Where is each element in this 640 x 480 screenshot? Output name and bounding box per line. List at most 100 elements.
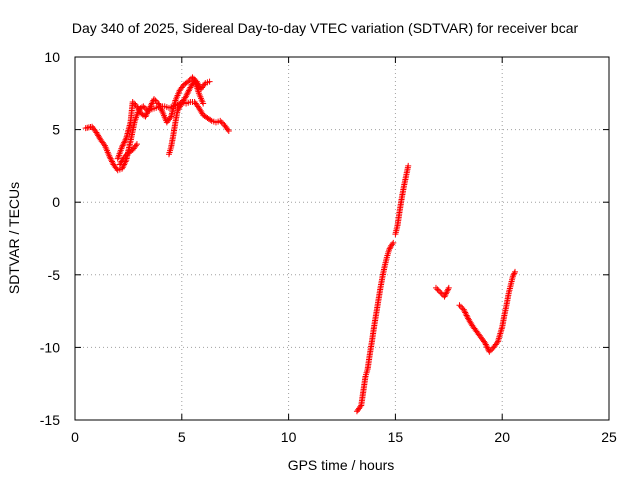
data-point-interp bbox=[487, 347, 494, 354]
y-tick-label: -10 bbox=[40, 339, 60, 355]
data-point-interp bbox=[357, 403, 364, 410]
data-point-interp bbox=[157, 104, 164, 111]
y-tick-label: -15 bbox=[40, 412, 60, 428]
data-point bbox=[390, 239, 397, 246]
data-point-interp bbox=[122, 136, 129, 143]
data-point-interp bbox=[109, 158, 116, 165]
x-tick-label: 20 bbox=[494, 429, 510, 445]
data-point bbox=[118, 165, 125, 172]
y-tick-label: 0 bbox=[52, 194, 60, 210]
data-point-interp bbox=[386, 245, 393, 252]
data-point bbox=[155, 100, 162, 107]
data-point-interp bbox=[445, 286, 452, 293]
data-point bbox=[445, 284, 452, 291]
data-point-interp bbox=[183, 91, 190, 98]
data-point-interp bbox=[484, 344, 491, 351]
x-tick-labels: 0 5 10 15 20 25 bbox=[71, 429, 617, 445]
axis-ticks bbox=[74, 56, 610, 421]
data-point-interp bbox=[511, 270, 518, 277]
data-point-interp bbox=[121, 139, 128, 146]
y-tick-label: -5 bbox=[48, 267, 61, 283]
data-point-interp bbox=[119, 164, 126, 171]
data-point-interp bbox=[119, 142, 126, 149]
data-point bbox=[140, 103, 147, 110]
data-point-interp bbox=[131, 100, 138, 107]
data-point-interp bbox=[158, 106, 165, 113]
data-point bbox=[217, 117, 224, 124]
data-point-interp bbox=[462, 309, 469, 316]
data-point bbox=[106, 152, 113, 159]
data-point bbox=[206, 78, 213, 85]
data-point-interp bbox=[493, 340, 500, 347]
data-point-interp bbox=[113, 165, 120, 172]
data-point-interp bbox=[444, 287, 451, 294]
data-point-interp bbox=[461, 308, 468, 315]
data-point bbox=[142, 113, 149, 120]
data-point-interp bbox=[143, 112, 150, 119]
data-point-interp bbox=[158, 107, 165, 114]
data-point-interp bbox=[148, 101, 155, 108]
data-point-interp bbox=[152, 97, 159, 104]
data-point-interp bbox=[120, 162, 127, 169]
data-point-interp bbox=[185, 88, 192, 95]
grid-lines bbox=[75, 57, 609, 420]
data-point-interp bbox=[107, 155, 114, 162]
data-point-interp bbox=[510, 271, 517, 278]
y-axis-label: SDTVAR / TECUs bbox=[6, 182, 22, 294]
x-tick-label: 25 bbox=[601, 429, 617, 445]
data-point-interp bbox=[462, 311, 469, 318]
data-point-interp bbox=[207, 116, 214, 123]
data-point-interp bbox=[148, 100, 155, 107]
data-point bbox=[460, 306, 467, 313]
data-point bbox=[200, 100, 207, 107]
data-point bbox=[151, 96, 158, 103]
data-point-interp bbox=[143, 110, 150, 117]
data-point bbox=[185, 78, 192, 85]
y-tick-labels: 10 5 0 -5 -10 -15 bbox=[40, 49, 60, 428]
data-point bbox=[405, 162, 412, 169]
data-point-interp bbox=[185, 87, 192, 94]
data-point-interp bbox=[224, 126, 231, 133]
data-point-interp bbox=[146, 106, 153, 113]
data-point-interp bbox=[482, 341, 489, 348]
data-point-interp bbox=[463, 312, 470, 319]
data-point-interp bbox=[442, 290, 449, 297]
data-point-interp bbox=[132, 142, 139, 149]
data-point bbox=[512, 268, 519, 275]
data-point bbox=[129, 99, 136, 106]
data-point bbox=[121, 154, 128, 161]
y-tick-label: 5 bbox=[52, 122, 60, 138]
data-point bbox=[509, 273, 516, 280]
data-point-interp bbox=[218, 119, 225, 126]
data-point-interp bbox=[144, 109, 151, 116]
data-point-interp bbox=[457, 303, 464, 310]
data-point-interp bbox=[201, 81, 208, 88]
x-tick-label: 10 bbox=[281, 429, 297, 445]
data-point-interp bbox=[100, 141, 107, 148]
data-point-interp bbox=[147, 103, 154, 110]
data-point bbox=[441, 293, 448, 300]
data-point bbox=[456, 302, 463, 309]
data-point-interp bbox=[108, 157, 115, 164]
data-point-interp bbox=[389, 241, 396, 248]
data-point bbox=[146, 104, 153, 111]
data-point-interp bbox=[483, 342, 490, 349]
data-point-interp bbox=[443, 289, 450, 296]
data-point-interp bbox=[122, 152, 129, 159]
data-point bbox=[482, 340, 489, 347]
data-point bbox=[486, 348, 493, 355]
data-point-interp bbox=[434, 286, 441, 293]
data-point bbox=[118, 144, 125, 151]
x-tick-label: 0 bbox=[71, 429, 79, 445]
data-point-interp bbox=[167, 114, 174, 121]
data-point bbox=[385, 247, 392, 254]
data-point-interp bbox=[435, 287, 442, 294]
data-point bbox=[225, 128, 232, 135]
data-points bbox=[82, 74, 519, 415]
x-tick-label: 5 bbox=[178, 429, 186, 445]
data-point-interp bbox=[120, 141, 127, 148]
data-point bbox=[183, 93, 190, 100]
plot-frame bbox=[74, 56, 610, 421]
x-axis-label: GPS time / hours bbox=[288, 457, 395, 473]
